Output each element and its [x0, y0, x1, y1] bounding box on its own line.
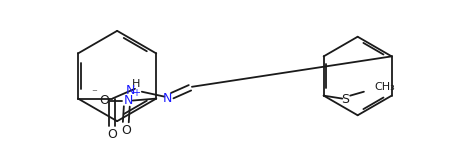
Text: N: N — [163, 92, 172, 105]
Text: ⁻: ⁻ — [91, 89, 97, 99]
Text: +: + — [131, 88, 139, 98]
Text: O: O — [121, 124, 131, 137]
Text: S: S — [340, 93, 349, 106]
Text: N: N — [124, 94, 133, 107]
Text: H: H — [131, 79, 140, 89]
Text: CH₃: CH₃ — [374, 82, 394, 92]
Text: N: N — [125, 84, 134, 97]
Text: O: O — [107, 128, 117, 141]
Text: O: O — [99, 94, 109, 107]
